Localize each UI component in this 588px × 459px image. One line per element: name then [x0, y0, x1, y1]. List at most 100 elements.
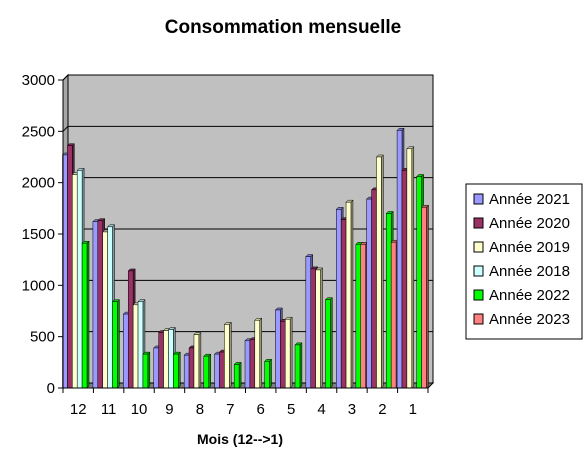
chart-title: Consommation mensuelle: [165, 17, 402, 38]
bar-side: [289, 316, 293, 389]
bar-année-2019-m8: [193, 334, 200, 389]
bar-année-2020-m12: [67, 145, 73, 389]
bar-side: [147, 351, 151, 389]
bar-année-2020-m3: [340, 219, 347, 389]
x-tick-label: 4: [317, 401, 325, 418]
gridline-side: [62, 125, 69, 132]
bar-année-2022-m4: [325, 299, 331, 389]
bar-année-2023-m2: [390, 241, 397, 389]
bar-année-2022-m3: [355, 244, 362, 389]
legend-label: Année 2021: [489, 191, 570, 208]
legend-label: Année 2023: [489, 311, 570, 328]
bar-année-2022-m2: [386, 213, 392, 389]
bars: [61, 127, 430, 389]
legend-box: [465, 183, 583, 340]
bar-année-2019-m10: [132, 304, 139, 389]
bar-année-2020-m7: [219, 351, 225, 389]
bar-année-2022-m8: [203, 355, 209, 389]
bar-side: [229, 321, 232, 389]
bar-année-2021-m5: [275, 309, 281, 389]
legend-label: Année 2020: [489, 215, 570, 232]
y-tick-label: 500: [30, 329, 55, 346]
bar-année-2021-m7: [214, 353, 220, 389]
bar-année-2020-m11: [97, 220, 103, 389]
bar-side: [117, 299, 120, 389]
x-tick-label: 12: [70, 401, 87, 418]
bar-année-2019-m1: [406, 148, 413, 389]
bar-année-2022-m12: [81, 242, 88, 389]
bar-année-2021-m8: [183, 354, 190, 389]
legend: Année 2021 Année 2020 Année 2019 Année 2018…: [465, 183, 583, 340]
bar-année-2022-m11: [112, 301, 118, 389]
bar-side: [320, 267, 323, 389]
bar-année-2019-m7: [224, 324, 230, 389]
legend-swatch: [473, 289, 484, 301]
bar-année-2019-m3: [345, 201, 352, 389]
bar-side: [299, 342, 303, 389]
bar-side: [381, 154, 384, 389]
bar-side: [411, 146, 415, 389]
bar-side: [178, 351, 181, 389]
y-tick-label: 0: [47, 380, 55, 397]
x-tick-label: 3: [348, 401, 356, 418]
y-tick-label: 3000: [22, 72, 55, 89]
y-tick-label: 2500: [22, 123, 55, 140]
bar-année-2018-m12: [76, 170, 83, 389]
bar-année-2019-m12: [72, 174, 78, 389]
bar-année-2021-m2: [366, 198, 372, 389]
bar-année-2022-m1: [416, 176, 422, 389]
x-tick-label: 2: [378, 401, 386, 418]
bar-année-2019-m6: [254, 319, 260, 389]
bar-side: [330, 297, 333, 389]
bar-année-2021-m4: [305, 256, 311, 389]
y-tick-labels: 0 500 1000 1500 2000 2500 3000: [22, 72, 55, 397]
bar-année-2023-m1: [421, 207, 427, 389]
bar-année-2022-m5: [294, 344, 301, 389]
bar-année-2020-m8: [188, 347, 195, 389]
bar-année-2020-m4: [310, 268, 316, 389]
x-tick-label: 6: [257, 401, 265, 418]
bar-side: [86, 240, 90, 389]
bar-année-2018-m9: [168, 329, 174, 389]
bar-année-2019-m5: [284, 318, 291, 389]
x-tick-labels: 12 11 10 9 8 7 6 5 4 3 2 1: [70, 401, 417, 418]
bar-année-2023-m3: [360, 244, 366, 389]
bar-année-2021-m10: [123, 313, 129, 389]
bar-side: [350, 199, 354, 389]
x-tick-label: 1: [409, 401, 417, 418]
bar-année-2021-m3: [336, 209, 342, 389]
x-tick-label: 10: [131, 401, 148, 418]
bar-année-2020-m5: [280, 321, 286, 389]
bar-side: [198, 332, 202, 389]
bar-année-2022-m7: [233, 364, 240, 389]
legend-swatch: [473, 241, 484, 253]
y-tick-label: 2000: [22, 175, 55, 192]
bar-side: [426, 204, 429, 389]
bar-année-2021-m1: [396, 130, 403, 389]
y-tick-label: 1500: [22, 226, 55, 243]
x-tick-label: 8: [196, 401, 204, 418]
bar-side: [259, 317, 262, 389]
legend-swatch: [473, 193, 484, 205]
legend-swatch: [473, 265, 484, 277]
bar-année-2022-m6: [264, 361, 270, 389]
legend-swatch: [473, 217, 484, 229]
axes: [58, 79, 429, 393]
x-axis-title: Mois (12-->1): [197, 431, 283, 447]
bar-side: [208, 353, 211, 389]
gridline-side: [62, 74, 69, 81]
bar-année-2019-m4: [315, 269, 321, 389]
bar-année-2019-m2: [376, 156, 382, 389]
bar-année-2019-m11: [102, 231, 108, 389]
bar-année-2020-m2: [371, 189, 377, 389]
bar-année-2021-m11: [92, 221, 99, 389]
legend-label: Année 2019: [489, 239, 570, 256]
bar-année-2018-m10: [137, 301, 144, 389]
x-tick-label: 7: [226, 401, 234, 418]
bar-année-2020-m1: [401, 170, 408, 389]
bar-année-2020-m10: [127, 270, 134, 389]
legend-swatch: [473, 313, 484, 325]
bar-side: [238, 361, 242, 389]
bar-année-2018-m11: [107, 226, 113, 389]
